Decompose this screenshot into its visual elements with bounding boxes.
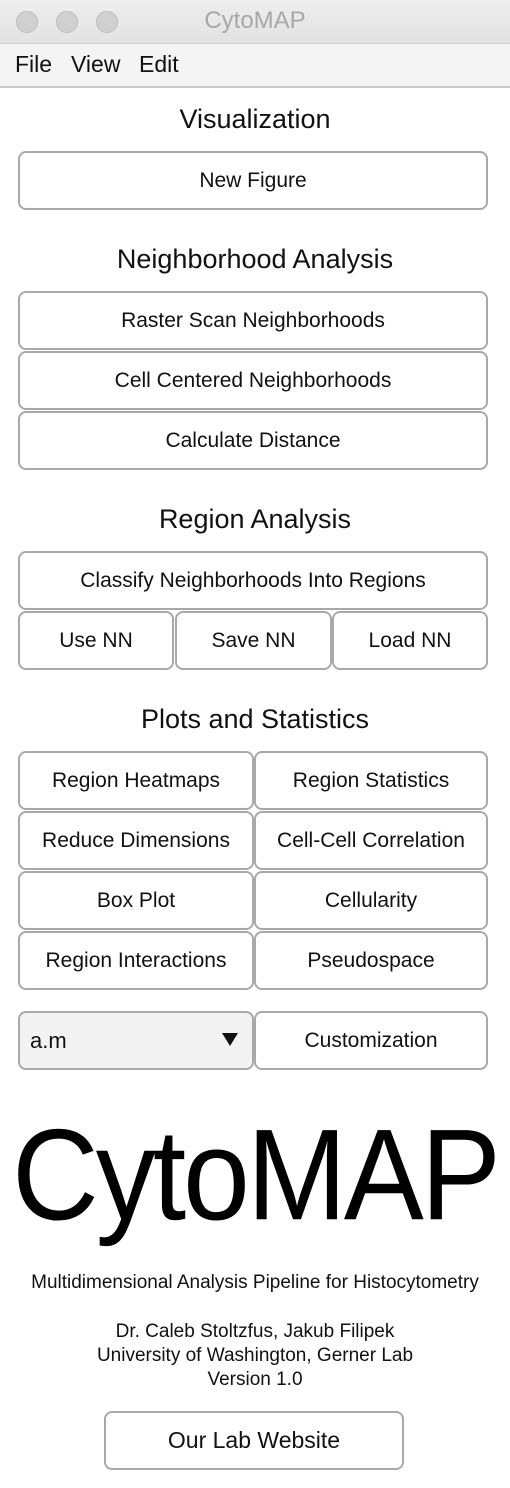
lab-website-button[interactable]: Our Lab Website (104, 1411, 404, 1470)
zoom-window-button[interactable] (96, 11, 118, 33)
new-figure-button[interactable]: New Figure (18, 151, 488, 210)
close-window-button[interactable] (16, 11, 38, 33)
section-title-region-analysis: Region Analysis (158, 504, 352, 534)
version-text: Version 1.0 (207, 1369, 303, 1390)
reduce-dimensions-button[interactable]: Reduce Dimensions (18, 811, 254, 870)
title-bar: CytoMAP (0, 0, 510, 44)
box-plot-button[interactable]: Box Plot (18, 871, 254, 930)
cytomap-logo: CytoMAP (12, 1102, 501, 1248)
calculate-distance-button[interactable]: Calculate Distance (18, 411, 488, 470)
cell-cell-correlation-button[interactable]: Cell-Cell Correlation (254, 811, 488, 870)
authors-text: Dr. Caleb Stoltzfus, Jakub Filipek (115, 1321, 395, 1342)
window-title: CytoMAP (204, 7, 306, 34)
pseudospace-button[interactable]: Pseudospace (254, 931, 488, 990)
use-nn-button[interactable]: Use NN (18, 611, 174, 670)
section-title-visualization: Visualization (179, 104, 331, 134)
cell-centered-neighborhoods-button[interactable]: Cell Centered Neighborhoods (18, 351, 488, 410)
menu-bar: File View Edit (0, 44, 510, 88)
section-title-plots-statistics: Plots and Statistics (140, 704, 370, 734)
classify-neighborhoods-button[interactable]: Classify Neighborhoods Into Regions (18, 551, 488, 610)
triangle-down-icon (222, 1033, 238, 1046)
menu-file[interactable]: File (15, 51, 53, 77)
section-title-neighborhood-analysis: Neighborhood Analysis (116, 244, 394, 274)
region-statistics-button[interactable]: Region Statistics (254, 751, 488, 810)
affiliation-text: University of Washington, Gerner Lab (96, 1345, 414, 1366)
save-nn-button[interactable]: Save NN (175, 611, 332, 670)
sample-select-dropdown[interactable]: a.m (18, 1011, 254, 1070)
customization-button[interactable]: Customization (254, 1011, 488, 1070)
minimize-window-button[interactable] (56, 11, 78, 33)
region-interactions-button[interactable]: Region Interactions (18, 931, 254, 990)
region-heatmaps-button[interactable]: Region Heatmaps (18, 751, 254, 810)
cellularity-button[interactable]: Cellularity (254, 871, 488, 930)
app-subtitle: Multidimensional Analysis Pipeline for H… (31, 1272, 479, 1293)
raster-scan-neighborhoods-button[interactable]: Raster Scan Neighborhoods (18, 291, 488, 350)
menu-view[interactable]: View (71, 51, 121, 77)
menu-edit[interactable]: Edit (139, 51, 179, 77)
sample-select-value: a.m (30, 1028, 67, 1053)
load-nn-button[interactable]: Load NN (332, 611, 488, 670)
